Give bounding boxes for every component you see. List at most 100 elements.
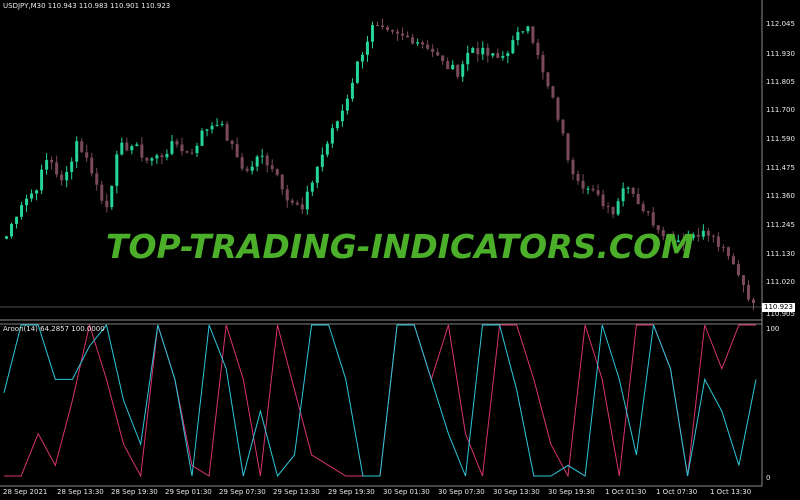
candle-body xyxy=(586,188,590,190)
candle-body xyxy=(521,31,525,33)
candle-body xyxy=(145,157,149,161)
candle-body xyxy=(426,44,430,49)
time-label: 30 Sep 19:30 xyxy=(548,488,595,496)
candle-body xyxy=(446,61,450,70)
candle-body xyxy=(751,299,755,304)
time-label: 29 Sep 07:30 xyxy=(219,488,266,496)
candle-body xyxy=(230,140,234,145)
candle-body xyxy=(65,171,69,181)
time-label: 1 Oct 07:30 xyxy=(656,488,698,496)
candle-body xyxy=(285,189,289,201)
time-label: 1 Oct 01:30 xyxy=(605,488,647,496)
candle-body xyxy=(601,194,605,207)
candle-body xyxy=(456,64,460,77)
candle-body xyxy=(516,32,520,41)
price-tick: 111.590 xyxy=(766,135,795,143)
candle-body xyxy=(391,29,395,32)
candle-body xyxy=(411,37,415,44)
candle-body xyxy=(701,230,705,237)
candle-body xyxy=(10,223,14,237)
candle-body xyxy=(471,48,475,53)
price-tick: 111.130 xyxy=(766,250,795,258)
time-label: 29 Sep 01:30 xyxy=(165,488,212,496)
candle-body xyxy=(335,121,339,129)
candle-body xyxy=(726,247,730,257)
candle-body xyxy=(536,42,540,56)
candle-body xyxy=(671,234,675,242)
candle-body xyxy=(320,154,324,167)
candle-body xyxy=(606,206,610,208)
candle-body xyxy=(60,174,64,181)
watermark-text: TOP-TRADING-INDICATORS.COM xyxy=(105,227,695,266)
candle-body xyxy=(280,174,284,190)
candle-body xyxy=(686,237,690,246)
candle-body xyxy=(406,35,410,38)
candle-body xyxy=(596,190,600,195)
candle-body xyxy=(656,225,660,231)
price-tick: 111.700 xyxy=(766,106,795,114)
candle-body xyxy=(345,98,349,111)
candle-body xyxy=(526,26,530,32)
candle-body xyxy=(631,187,635,194)
candle-body xyxy=(641,204,645,212)
candle-body xyxy=(225,123,229,141)
candle-body xyxy=(295,202,299,205)
time-label: 29 Sep 13:30 xyxy=(273,488,320,496)
candle-body xyxy=(651,212,655,226)
candle-body xyxy=(135,144,139,147)
candle-body xyxy=(90,157,94,174)
candle-body xyxy=(20,205,24,217)
candle-body xyxy=(25,198,29,206)
candle-body xyxy=(255,156,259,167)
candle-body xyxy=(35,190,39,194)
aroon-tick-100: 100 xyxy=(766,325,780,333)
time-label: 28 Sep 2021 xyxy=(3,488,48,496)
candle-body xyxy=(15,216,19,224)
candle-body xyxy=(431,48,435,53)
time-label: 30 Sep 01:30 xyxy=(383,488,430,496)
candle-body xyxy=(350,82,354,99)
time-label: 29 Sep 19:30 xyxy=(328,488,375,496)
candle-body xyxy=(310,182,314,192)
candle-body xyxy=(315,166,319,183)
candle-body xyxy=(396,31,400,34)
candle-body xyxy=(731,256,735,265)
candle-body xyxy=(381,25,385,28)
candle-body xyxy=(260,155,264,157)
aroon-up-line xyxy=(3,323,757,478)
candle-body xyxy=(300,204,304,210)
candle-body xyxy=(160,155,164,158)
candle-body xyxy=(716,236,720,247)
price-tick: 111.245 xyxy=(766,221,795,229)
candle-body xyxy=(215,124,219,126)
candle-body xyxy=(486,47,490,56)
candle-body xyxy=(375,25,379,27)
candle-body xyxy=(691,234,695,238)
candle-body xyxy=(250,166,254,171)
candle-body xyxy=(501,55,505,58)
time-label: 30 Sep 13:30 xyxy=(493,488,540,496)
candle-body xyxy=(706,230,710,236)
candle-body xyxy=(676,240,680,242)
candle-body xyxy=(721,246,725,248)
time-label: 28 Sep 19:30 xyxy=(111,488,158,496)
candle-body xyxy=(626,187,630,189)
candle-body xyxy=(466,52,470,65)
current-price-label: 110.923 xyxy=(762,303,795,312)
candle-body xyxy=(541,55,545,73)
candle-body xyxy=(85,152,89,158)
candle-body xyxy=(5,236,9,239)
candle-body xyxy=(666,234,670,237)
candle-body xyxy=(365,41,369,55)
price-tick: 111.475 xyxy=(766,164,795,172)
candle-body xyxy=(235,144,239,158)
candle-body xyxy=(75,141,79,162)
candle-body xyxy=(576,174,580,181)
candle-body xyxy=(140,144,144,158)
price-tick: 111.020 xyxy=(766,278,795,286)
candle-body xyxy=(636,193,640,205)
price-tick: 111.360 xyxy=(766,192,795,200)
candle-body xyxy=(210,125,214,130)
candle-body xyxy=(50,159,54,163)
